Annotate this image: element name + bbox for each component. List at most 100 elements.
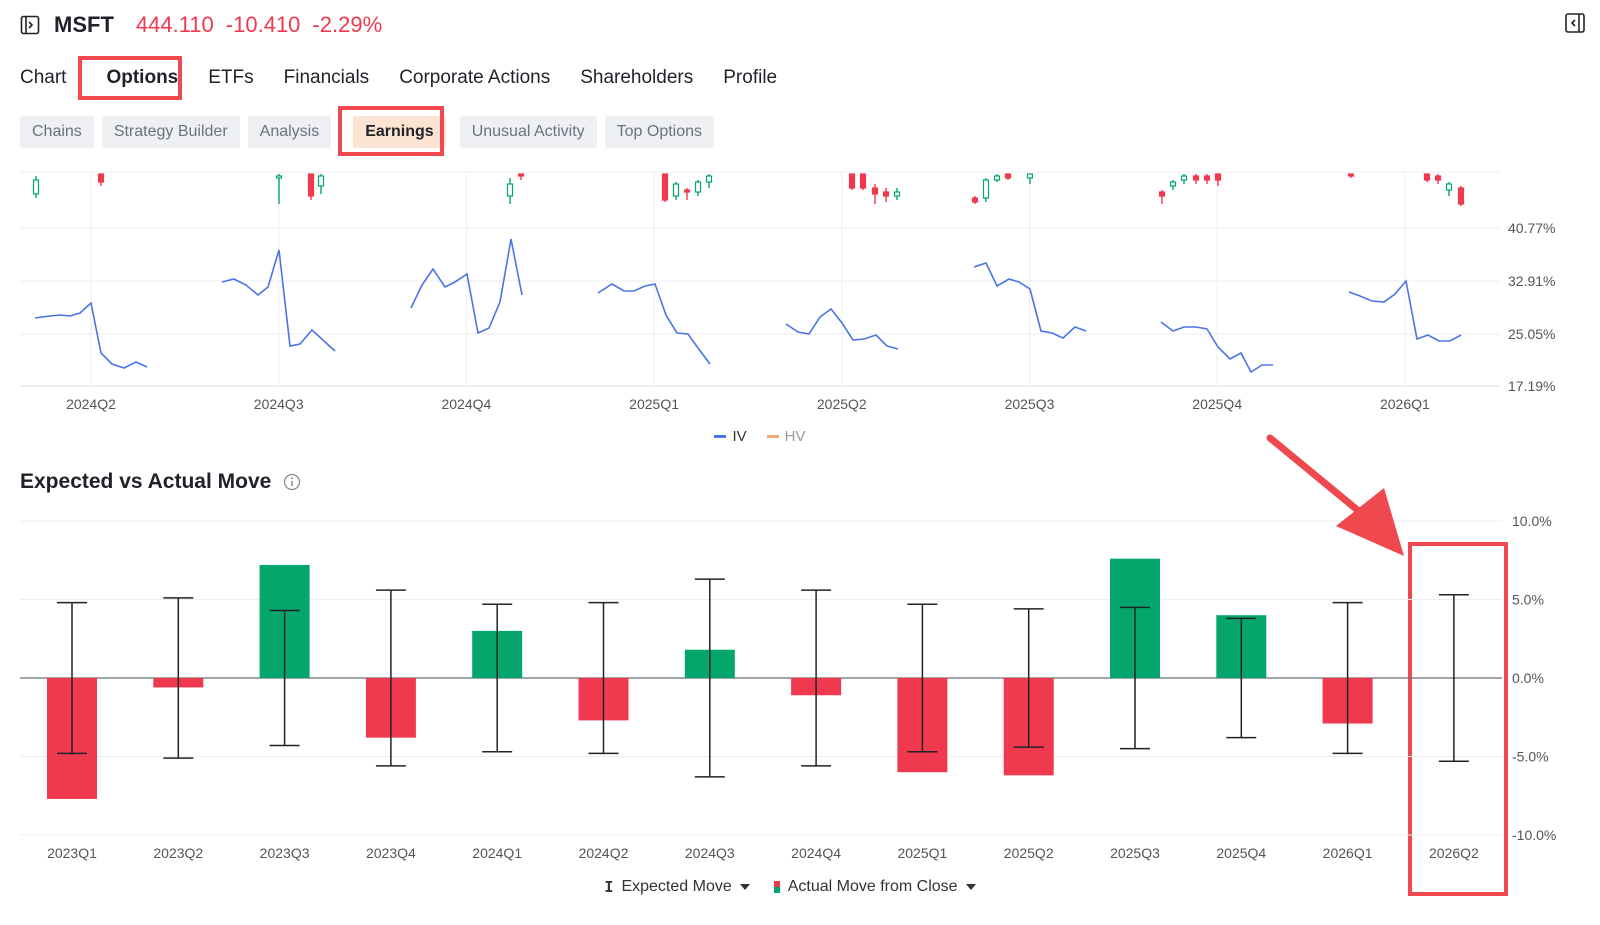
tab-shareholders[interactable]: Shareholders <box>580 67 694 88</box>
iv-x-tick-label: 2026Q1 <box>1380 396 1430 412</box>
iv-y-tick-label: 25.05% <box>1508 326 1555 342</box>
price-candle <box>1180 175 1188 181</box>
expected-move-whisker[interactable] <box>1120 606 1150 750</box>
move-y-tick-label: -5.0% <box>1512 749 1549 765</box>
expected-move-whisker[interactable] <box>57 601 87 755</box>
info-icon[interactable] <box>283 473 301 491</box>
move-x-tick-label: 2023Q3 <box>260 845 310 861</box>
move-x-tick-label: 2024Q4 <box>791 845 841 861</box>
price-candle <box>982 179 990 199</box>
expected-move-whisker[interactable] <box>1226 617 1257 739</box>
actual-move-icon <box>773 881 780 893</box>
price-candle <box>1203 175 1211 181</box>
expected-move-whisker[interactable] <box>801 589 832 767</box>
price-candle <box>683 189 691 193</box>
price-candle <box>32 179 40 195</box>
legend-actual-label: Actual Move from Close <box>787 878 958 895</box>
tab-options[interactable]: Options <box>106 67 179 88</box>
legend-expected-label: Expected Move <box>621 878 732 895</box>
legend-hv-label: HV <box>784 428 806 445</box>
price-candle <box>1445 183 1453 191</box>
expected-move-whisker[interactable] <box>588 601 619 755</box>
price-candle <box>97 173 105 183</box>
price-candle <box>694 181 702 193</box>
iv-y-tick-label: 17.19% <box>1508 378 1555 394</box>
legend-iv[interactable]: IV <box>714 428 747 445</box>
tab-etfs[interactable]: ETFs <box>208 67 254 88</box>
price-candle <box>1192 175 1200 181</box>
price-candle <box>1004 173 1012 179</box>
subtab-chains[interactable]: Chains <box>20 116 94 148</box>
sidebar-collapse-icon[interactable] <box>1564 12 1586 34</box>
expected-move-whisker[interactable] <box>1438 594 1469 762</box>
expected-move-whisker[interactable] <box>163 597 194 759</box>
subtab-strategy-builder[interactable]: Strategy Builder <box>101 116 240 148</box>
subtab-analysis[interactable]: Analysis <box>247 116 332 148</box>
legend-expected-move[interactable]: I Expected Move <box>604 878 750 896</box>
iv-x-tick-label: 2024Q2 <box>66 396 116 412</box>
expected-move-whisker[interactable] <box>375 589 406 767</box>
sidebar-expand-icon[interactable] <box>20 15 40 35</box>
iv-swatch <box>714 435 727 438</box>
expected-move-whisker[interactable] <box>1332 601 1363 755</box>
expected-move-icon: I <box>604 878 614 896</box>
chevron-down-icon <box>739 884 750 890</box>
move-x-tick-label: 2024Q3 <box>685 845 735 861</box>
subtab-top-options[interactable]: Top Options <box>604 116 715 148</box>
price-change-percent: -2.29% <box>312 12 383 37</box>
options-sub-tabs: Chains Strategy Builder Analysis Earning… <box>20 115 722 149</box>
price-candle <box>672 183 680 197</box>
tab-chart[interactable]: Chart <box>20 67 67 88</box>
expected-move-whisker[interactable] <box>269 609 300 747</box>
last-price: 444.110 <box>135 12 214 37</box>
move-y-tick-label: -10.0% <box>1512 827 1556 843</box>
iv-x-tick-label: 2024Q4 <box>441 396 491 412</box>
subtab-unusual-activity[interactable]: Unusual Activity <box>459 116 597 148</box>
iv-hv-chart: 2024Q2 2024Q3 2024Q4 2025Q1 2025Q2 2025Q3 2025… <box>20 171 1555 412</box>
iv-y-tick-label: 32.91% <box>1508 273 1555 289</box>
price-candle <box>993 175 1001 181</box>
tab-financials[interactable]: Financials <box>283 67 370 88</box>
price-candle <box>971 197 979 203</box>
price-candle <box>1026 173 1034 179</box>
expected-vs-actual-chart: 2023Q1 2023Q2 2023Q3 2023Q4 2024Q1 2024Q2 2024… <box>20 513 1556 861</box>
tab-corporate-actions[interactable]: Corporate Actions <box>399 67 551 88</box>
move-x-tick-label: 2023Q4 <box>366 845 416 861</box>
subtab-earnings[interactable]: Earnings <box>353 116 446 148</box>
tab-profile[interactable]: Profile <box>723 67 778 88</box>
price-candle <box>506 183 514 197</box>
chevron-down-icon <box>965 884 976 890</box>
legend-actual-move[interactable]: Actual Move from Close <box>773 878 976 896</box>
move-y-tick-label: 5.0% <box>1512 592 1544 608</box>
price-candle <box>661 173 669 201</box>
move-y-tick-label: 0.0% <box>1512 670 1544 686</box>
iv-chart-legend: IV HV <box>0 428 1520 445</box>
price-candle <box>848 173 856 189</box>
expected-move-whisker[interactable] <box>694 578 725 778</box>
move-x-tick-label: 2024Q1 <box>472 845 522 861</box>
move-y-tick-label: 10.0% <box>1512 513 1552 529</box>
expected-move-whisker[interactable] <box>907 603 938 753</box>
legend-iv-label: IV <box>732 428 747 445</box>
move-x-tick-label: 2024Q2 <box>579 845 629 861</box>
iv-x-tick-label: 2024Q3 <box>254 396 304 412</box>
iv-line <box>34 238 1462 374</box>
move-x-tick-label: 2023Q2 <box>153 845 203 861</box>
price-candle <box>1457 187 1465 205</box>
move-x-tick-label: 2025Q4 <box>1216 845 1266 861</box>
price-candle <box>1434 175 1442 181</box>
move-x-tick-label: 2023Q1 <box>47 845 97 861</box>
price-change: -10.410 <box>225 12 301 37</box>
price-candle <box>1158 191 1166 197</box>
expected-vs-actual-header: Expected vs Actual Move <box>20 470 301 494</box>
main-tabs: Chart Options ETFs Financials Corporate … <box>20 62 807 94</box>
move-x-tick-label: 2025Q3 <box>1110 845 1160 861</box>
price-candle <box>1423 173 1431 181</box>
move-x-tick-label: 2025Q1 <box>897 845 947 861</box>
move-x-tick-label: 2026Q1 <box>1323 845 1373 861</box>
iv-x-tick-label: 2025Q4 <box>1192 396 1242 412</box>
expected-move-whisker[interactable] <box>1013 608 1044 748</box>
legend-hv[interactable]: HV <box>766 428 806 445</box>
expected-move-whisker[interactable] <box>482 603 513 753</box>
hv-swatch <box>766 435 779 438</box>
